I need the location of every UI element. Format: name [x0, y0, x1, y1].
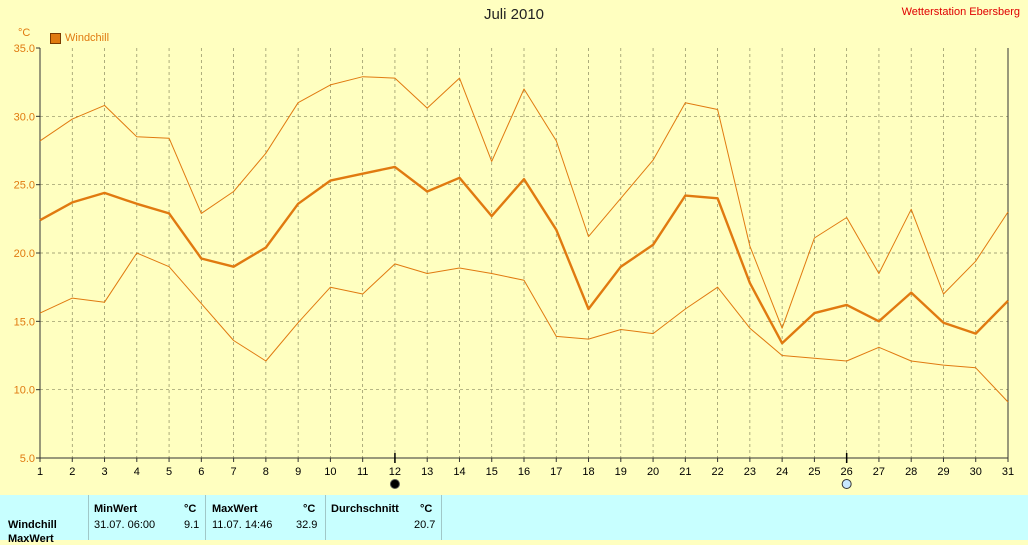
stats-divider — [325, 495, 326, 540]
stats-divider — [441, 495, 442, 540]
windchill-chart: 5.010.015.020.025.030.035.01 2 3 4 5 6 7 8 9 10 11… — [14, 43, 1014, 489]
min-unit: °C — [184, 503, 197, 515]
filled-circle-icon — [389, 479, 400, 489]
station-name: Wetterstation Ebersberg — [901, 6, 1020, 18]
row-label-maxwert: MaxWert — [8, 533, 54, 545]
chart-title: Juli 2010 — [483, 6, 545, 23]
x-tick-label: 2 — [69, 466, 75, 478]
x-tick-label: 30 — [970, 466, 982, 478]
x-tick-label: 31 — [1002, 466, 1014, 478]
min-header: MinWert — [94, 503, 138, 515]
x-tick-label: 17 — [550, 466, 562, 478]
legend-label: Windchill — [65, 32, 110, 44]
stats-divider — [205, 495, 206, 540]
x-tick-label: 14 — [453, 466, 465, 478]
y-tick-label: 35.0 — [14, 43, 35, 55]
x-tick-label: 26 — [841, 466, 853, 478]
x-tick-label: 16 — [518, 466, 530, 478]
x-tick-label: 7 — [231, 466, 237, 478]
y-axis-unit: °C — [18, 27, 31, 39]
x-tick-label: 27 — [873, 466, 885, 478]
y-tick-label: 30.0 — [14, 111, 35, 123]
y-tick-label: 15.0 — [14, 316, 35, 328]
avg-header: Durchschnitt — [331, 503, 399, 515]
chart-area: 5.0 10.0 15.0 20.0 25.0 30.0 35.0 1 2 3 4 5 6 7 8 9 10 11… — [13, 6, 1020, 489]
avg-value: 20.7 — [414, 519, 436, 531]
x-tick-label: 11 — [357, 466, 368, 478]
series-line-max — [39, 76, 1009, 329]
x-tick-label: 23 — [744, 466, 756, 478]
x-tick-label: 21 — [679, 466, 691, 478]
min-value: 9.1 — [184, 519, 200, 531]
x-tick-label: 25 — [808, 466, 820, 478]
x-tick-label: 29 — [937, 466, 949, 478]
x-tick-label: 19 — [615, 466, 627, 478]
x-tick-label: 18 — [582, 466, 594, 478]
max-datetime: 11.07. 14:46 — [212, 519, 273, 531]
x-tick-label: 13 — [421, 466, 433, 478]
x-tick-label: 3 — [101, 466, 107, 478]
x-tick-label: 1 — [37, 466, 43, 478]
x-tick-label: 12 — [389, 466, 401, 478]
min-datetime: 31.07. 06:00 — [94, 519, 156, 531]
y-tick-label: 25.0 — [14, 180, 35, 192]
y-tick-label: 10.0 — [14, 385, 35, 397]
legend: Windchill — [50, 32, 109, 44]
stats-panel: MinWert °C MaxWert °C Durchschnitt °C Wi… — [0, 495, 1028, 545]
x-tick-label: 5 — [166, 466, 172, 478]
x-tick-label: 4 — [134, 466, 140, 478]
x-tick-label: 28 — [905, 466, 917, 478]
stats-divider — [88, 495, 89, 540]
x-tick-label: 8 — [263, 466, 269, 478]
x-tick-label: 6 — [198, 466, 204, 478]
max-value: 32.9 — [296, 519, 318, 531]
x-tick-label: 9 — [295, 466, 301, 478]
legend-swatch — [50, 32, 61, 44]
series-line-average — [39, 165, 1009, 345]
max-header: MaxWert — [212, 503, 258, 515]
x-tick-label: 15 — [486, 466, 498, 478]
row-label-windchill: Windchill — [8, 519, 57, 531]
y-tick-label: 5.0 — [20, 453, 35, 465]
x-tick-label: 24 — [776, 466, 788, 478]
hollow-circle-icon — [841, 479, 852, 489]
x-tick-label: 20 — [647, 466, 659, 478]
max-unit: °C — [303, 503, 316, 515]
avg-unit: °C — [420, 503, 433, 515]
x-tick-label: 22 — [711, 466, 723, 478]
x-tick-label: 10 — [324, 466, 336, 478]
y-tick-label: 20.0 — [14, 248, 35, 260]
series-line-min — [39, 252, 1009, 403]
